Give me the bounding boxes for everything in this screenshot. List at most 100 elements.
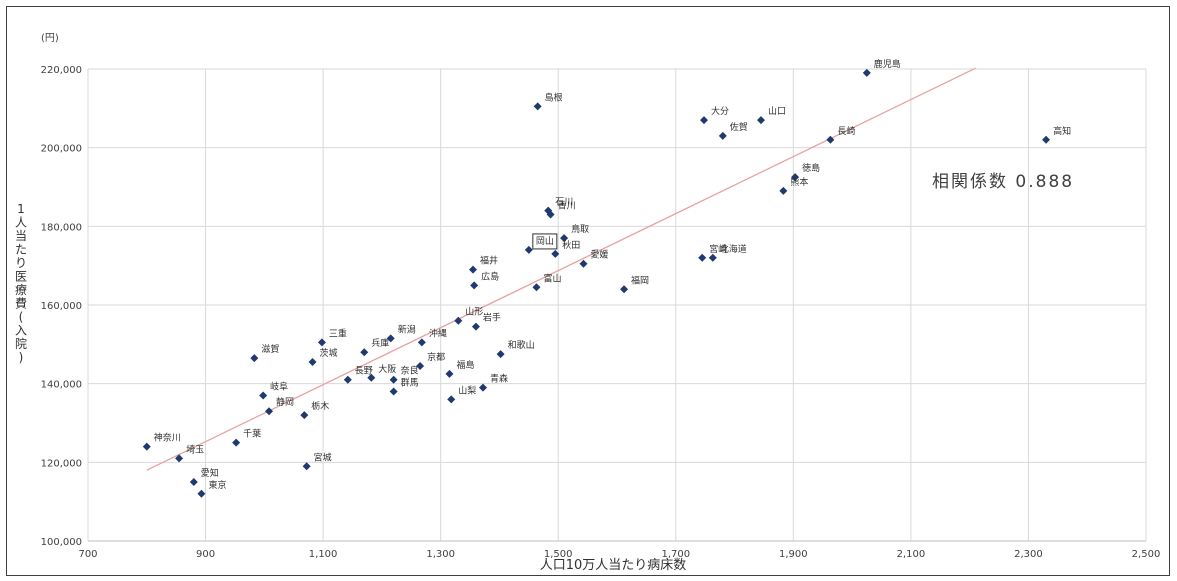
- data-point: [445, 369, 454, 378]
- data-point: [1042, 135, 1051, 144]
- point-label: 岩手: [483, 312, 501, 324]
- x-tick-label: 700: [78, 549, 97, 560]
- x-tick-label: 1,500: [544, 549, 573, 560]
- data-point: [478, 383, 487, 392]
- data-point: [302, 462, 311, 471]
- data-point: [265, 407, 274, 416]
- x-tick-label: 1,300: [426, 549, 455, 560]
- point-label: 千葉: [243, 428, 261, 440]
- data-point: [698, 253, 707, 262]
- data-point: [189, 478, 198, 486]
- data-point: [416, 361, 425, 370]
- grid-lines: [87, 68, 1147, 542]
- point-label: 熊本: [790, 176, 808, 188]
- data-point: [533, 102, 542, 111]
- point-label: 岡山: [536, 236, 554, 247]
- data-point: [699, 116, 708, 125]
- point-label: 福岡: [631, 274, 649, 286]
- point-label: 大分: [711, 105, 729, 117]
- point-label: 山梨: [458, 384, 476, 396]
- trendline: [146, 67, 976, 471]
- data-point: [343, 375, 352, 384]
- data-point: [447, 395, 456, 404]
- point-label: 和歌山: [508, 339, 535, 351]
- point-label: 群馬: [401, 377, 419, 389]
- point-label: 大阪: [378, 363, 396, 375]
- data-point: [757, 116, 766, 125]
- y-axis-title-char: 療: [15, 283, 27, 297]
- x-tick-label: 2,100: [897, 549, 926, 560]
- y-tick-label: 100,000: [41, 537, 82, 548]
- data-point: [708, 253, 717, 262]
- point-label: 奈良: [401, 365, 419, 377]
- y-tick-labels: 100,000 120,000 140,000 160,000 180,000 200,0…: [41, 65, 82, 548]
- point-label: 鹿児島: [874, 58, 901, 70]
- point-label: 島根: [545, 91, 563, 103]
- y-axis-title-char: ): [19, 351, 24, 365]
- data-point: [142, 442, 151, 451]
- point-label: 青森: [490, 373, 508, 385]
- data-point: [308, 358, 317, 367]
- trendline-group: [146, 67, 976, 471]
- data-point: [862, 68, 871, 77]
- data-point: [367, 373, 376, 382]
- data-point: [579, 259, 588, 268]
- data-point: [560, 234, 569, 243]
- y-tick-label: 140,000: [41, 380, 82, 391]
- point-label: 栃木: [311, 400, 329, 412]
- y-tick-label: 180,000: [41, 222, 82, 233]
- y-tick-label: 220,000: [41, 65, 82, 76]
- point-label: 鳥取: [571, 223, 589, 235]
- x-tick-label: 2,300: [1014, 549, 1043, 560]
- chart-frame: 鹿児島 島根 大分 山口 佐賀 長崎 高知 徳島 熊本 石川 香川 鳥取 岡山 秋田 宮崎 北海道 愛媛 福井 広島…: [6, 6, 1170, 576]
- y-tick-label: 120,000: [41, 458, 82, 469]
- point-label: 広島: [481, 270, 499, 282]
- y-axis-title-char: 人: [15, 216, 27, 230]
- point-label: 京都: [427, 351, 445, 363]
- x-tick-label: 2,500: [1132, 549, 1161, 560]
- data-point: [417, 338, 426, 347]
- data-point: [360, 348, 369, 357]
- point-label: 愛媛: [590, 249, 608, 261]
- point-label: 秋田: [562, 239, 580, 251]
- point-label: 徳島: [802, 162, 820, 174]
- data-point: [197, 489, 206, 498]
- point-label: 茨城: [320, 347, 338, 359]
- data-point: [389, 387, 398, 396]
- data-point: [546, 210, 555, 219]
- data-point: [718, 131, 727, 140]
- data-point: [470, 281, 479, 290]
- data-point: [826, 135, 835, 144]
- y-axis-title-char: 医: [15, 270, 27, 284]
- data-point: [317, 338, 326, 347]
- point-label: 岐阜: [270, 380, 288, 392]
- point-label: 福井: [480, 255, 498, 267]
- x-tick-label: 1,100: [309, 549, 338, 560]
- y-tick-label: 160,000: [41, 301, 82, 312]
- point-label: 北海道: [720, 243, 747, 255]
- data-point: [454, 316, 463, 325]
- point-label: 神奈川: [154, 432, 181, 444]
- point-label: 香川: [558, 201, 576, 212]
- point-label: 滋賀: [261, 343, 279, 355]
- y-axis-title-char: 入: [15, 324, 27, 338]
- point-label: 山形: [465, 306, 483, 318]
- y-axis-title-char: た: [15, 243, 27, 257]
- data-point: [779, 186, 788, 195]
- point-label: 東京: [208, 479, 226, 491]
- point-label: 佐賀: [730, 121, 748, 133]
- point-label: 長野: [355, 366, 373, 377]
- point-label: 新潟: [398, 323, 416, 335]
- point-label: 高知: [1053, 125, 1071, 137]
- data-point: [259, 391, 268, 400]
- data-point: [524, 245, 533, 254]
- point-label: 宮城: [314, 451, 332, 463]
- y-axis-title-char: 費: [15, 296, 27, 311]
- y-tick-label: 200,000: [41, 144, 82, 155]
- data-point: [300, 411, 309, 420]
- data-point: [471, 322, 480, 331]
- y-unit-label: (円): [41, 33, 59, 44]
- x-tick-labels: 700 900 1,100 1,300 1,500 1,700 1,900 2,100 2,30…: [78, 549, 1160, 560]
- y-axis-title-char: 当: [15, 229, 27, 243]
- data-points: [142, 68, 1051, 498]
